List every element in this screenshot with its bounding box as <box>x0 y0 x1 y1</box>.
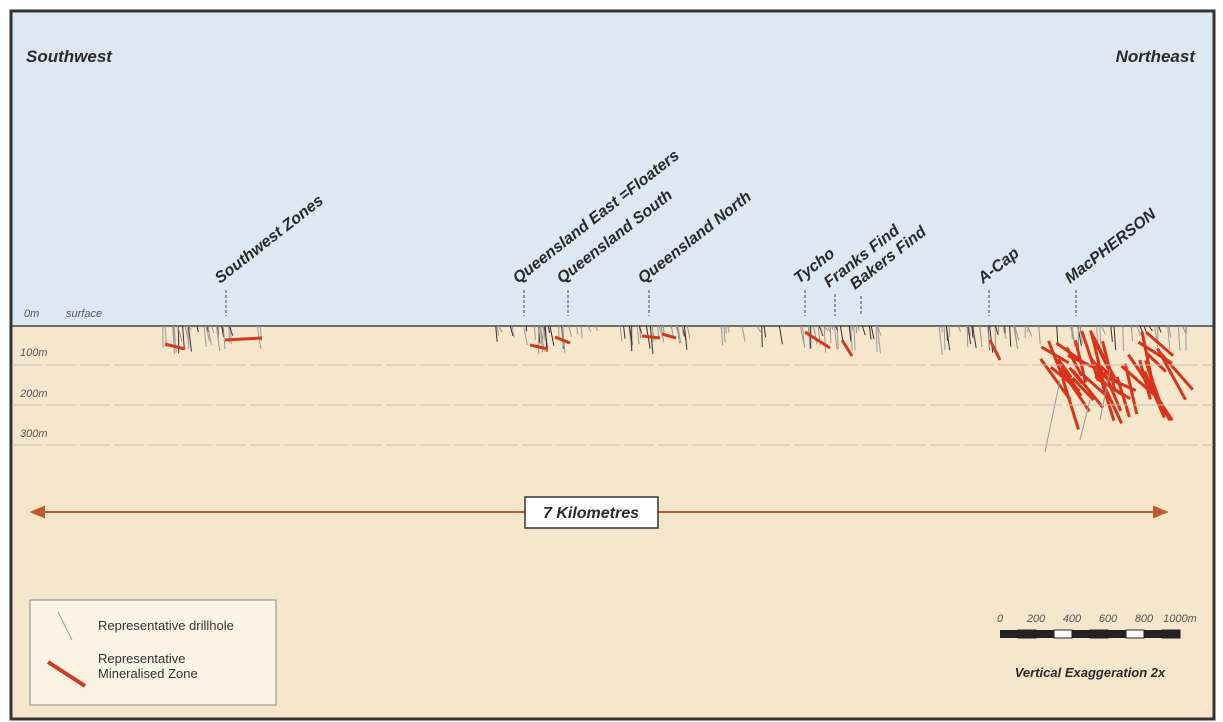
drillhole <box>1131 326 1132 331</box>
mineralised-zone <box>642 336 660 338</box>
drillhole <box>577 326 578 334</box>
legend-text: Representative <box>98 651 185 666</box>
scale-tick-label: 200 <box>1026 613 1046 625</box>
scale-tick-label: 0 <box>997 613 1004 625</box>
scale-segment <box>1018 630 1036 638</box>
drillhole <box>163 326 164 348</box>
scale-segment <box>1108 630 1126 638</box>
depth-label: 100m <box>20 347 48 359</box>
drillhole <box>562 326 563 347</box>
scale-tick-label: 400 <box>1063 613 1082 625</box>
drillhole <box>652 326 653 342</box>
drillhole <box>762 326 763 347</box>
scale-tick-label: 600 <box>1099 613 1118 625</box>
sky <box>12 12 1213 326</box>
scale-segment <box>1036 630 1054 638</box>
drillhole <box>1186 326 1187 333</box>
scale-segment <box>1000 630 1018 638</box>
drillhole <box>942 326 943 332</box>
depth-label: 200m <box>19 388 48 400</box>
header-left: Southwest <box>26 47 113 66</box>
legend-text: Mineralised Zone <box>98 666 198 681</box>
scale-tick-label: 1000m <box>1163 613 1197 625</box>
scale-segment <box>1144 630 1162 638</box>
mineralised-zone <box>225 338 262 340</box>
drillhole <box>949 326 950 337</box>
depth-label: 0m <box>24 308 39 320</box>
drillhole <box>726 326 727 334</box>
header-right: Northeast <box>1116 47 1197 66</box>
scale-segment <box>1126 630 1144 638</box>
scale-tick-label: 800 <box>1135 613 1154 625</box>
distance-label: 7 Kilometres <box>543 505 639 522</box>
scale-segment <box>1162 630 1180 638</box>
depth-label: 300m <box>20 428 48 440</box>
scale-segment <box>1054 630 1072 638</box>
surface-label: surface <box>66 308 102 320</box>
scale-note: Vertical Exaggeration 2x <box>1015 665 1166 680</box>
scale-segment <box>1090 630 1108 638</box>
legend-text: Representative drillhole <box>98 618 234 633</box>
drillhole <box>1005 326 1006 333</box>
drillhole <box>581 326 582 339</box>
scale-segment <box>1072 630 1090 638</box>
cross-section: Southwest Northeast 0m surface 100m 200m… <box>0 0 1223 722</box>
